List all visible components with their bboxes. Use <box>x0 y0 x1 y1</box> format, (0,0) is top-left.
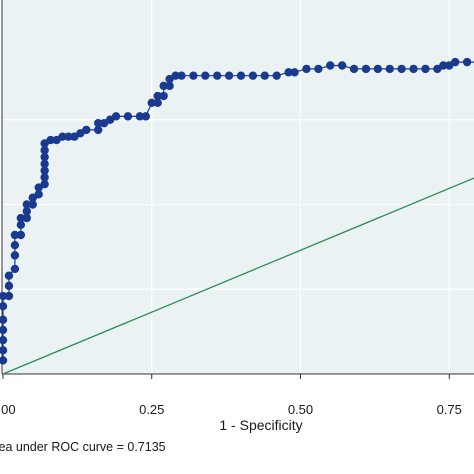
roc-point <box>462 57 472 67</box>
roc-point <box>189 71 198 80</box>
roc-point <box>10 240 20 250</box>
roc-point <box>290 68 299 77</box>
roc-point <box>16 220 26 230</box>
roc-point <box>213 71 222 80</box>
roc-curve-layer <box>0 57 474 365</box>
roc-point <box>22 207 31 216</box>
roc-point <box>284 68 293 77</box>
roc-point <box>4 271 14 280</box>
roc-point <box>451 57 460 67</box>
roc-point <box>421 64 430 74</box>
x-tick-label: 0.75 <box>437 402 462 417</box>
roc-point <box>361 64 371 74</box>
roc-point <box>337 61 347 70</box>
roc-point <box>314 64 323 74</box>
roc-point <box>409 64 418 74</box>
roc-point <box>201 71 210 80</box>
roc-point <box>236 71 246 80</box>
roc-point <box>248 71 258 80</box>
roc-point <box>40 179 49 189</box>
plot-area <box>2 0 474 374</box>
roc-point <box>22 213 31 223</box>
roc-point <box>385 64 394 74</box>
reference-line <box>2 177 474 375</box>
roc-point <box>349 64 359 74</box>
roc-point <box>439 61 448 70</box>
roc-point <box>141 112 150 121</box>
roc-point <box>0 356 8 365</box>
roc-point <box>0 335 8 345</box>
roc-point <box>153 91 162 101</box>
roc-point <box>159 81 168 91</box>
axes <box>1 0 474 379</box>
x-tick-label: 0.00 <box>0 402 16 417</box>
roc-point <box>0 346 8 355</box>
roc-point <box>82 125 91 135</box>
x-tick-label: 0.25 <box>139 402 164 417</box>
roc-point <box>147 98 156 108</box>
roc-point <box>16 213 26 223</box>
roc-point <box>135 112 145 121</box>
roc-point <box>58 132 67 141</box>
roc-point <box>40 173 49 182</box>
roc-point <box>10 264 20 274</box>
roc-point <box>397 64 406 74</box>
roc-point <box>123 112 133 121</box>
roc-point <box>373 64 383 74</box>
x-axis-title: 1 - Specificity <box>219 417 302 433</box>
roc-point <box>40 152 49 162</box>
roc-point <box>40 159 49 169</box>
roc-point <box>64 132 73 141</box>
roc-point <box>326 61 335 70</box>
roc-point <box>40 146 49 155</box>
roc-point <box>165 81 174 91</box>
roc-point <box>260 71 269 80</box>
x-tick-label: 0.50 <box>288 402 313 417</box>
roc-point <box>16 230 26 240</box>
reference-line-layer <box>2 177 474 375</box>
roc-point <box>22 200 31 209</box>
roc-point <box>4 281 14 291</box>
roc-point <box>272 71 281 80</box>
roc-point <box>46 135 55 145</box>
roc-point <box>177 71 186 80</box>
roc-point <box>34 190 43 199</box>
roc-point <box>153 98 162 108</box>
roc-point <box>0 325 8 335</box>
roc-point <box>94 118 103 128</box>
roc-point <box>4 291 14 301</box>
roc-point <box>40 166 49 175</box>
auc-annotation: Area under ROC curve = 0.7135 <box>0 440 166 454</box>
x-tick-labels: 0.00 0.25 0.50 0.75 <box>0 402 462 417</box>
roc-point <box>10 251 20 260</box>
roc-point <box>10 230 20 240</box>
roc-point <box>171 71 180 80</box>
roc-point <box>111 112 121 121</box>
roc-point <box>159 91 168 101</box>
roc-point <box>0 315 8 324</box>
roc-point <box>28 200 37 209</box>
roc-point <box>0 302 8 311</box>
roc-point <box>224 71 234 80</box>
roc-point <box>302 64 311 74</box>
roc-point <box>94 125 103 135</box>
